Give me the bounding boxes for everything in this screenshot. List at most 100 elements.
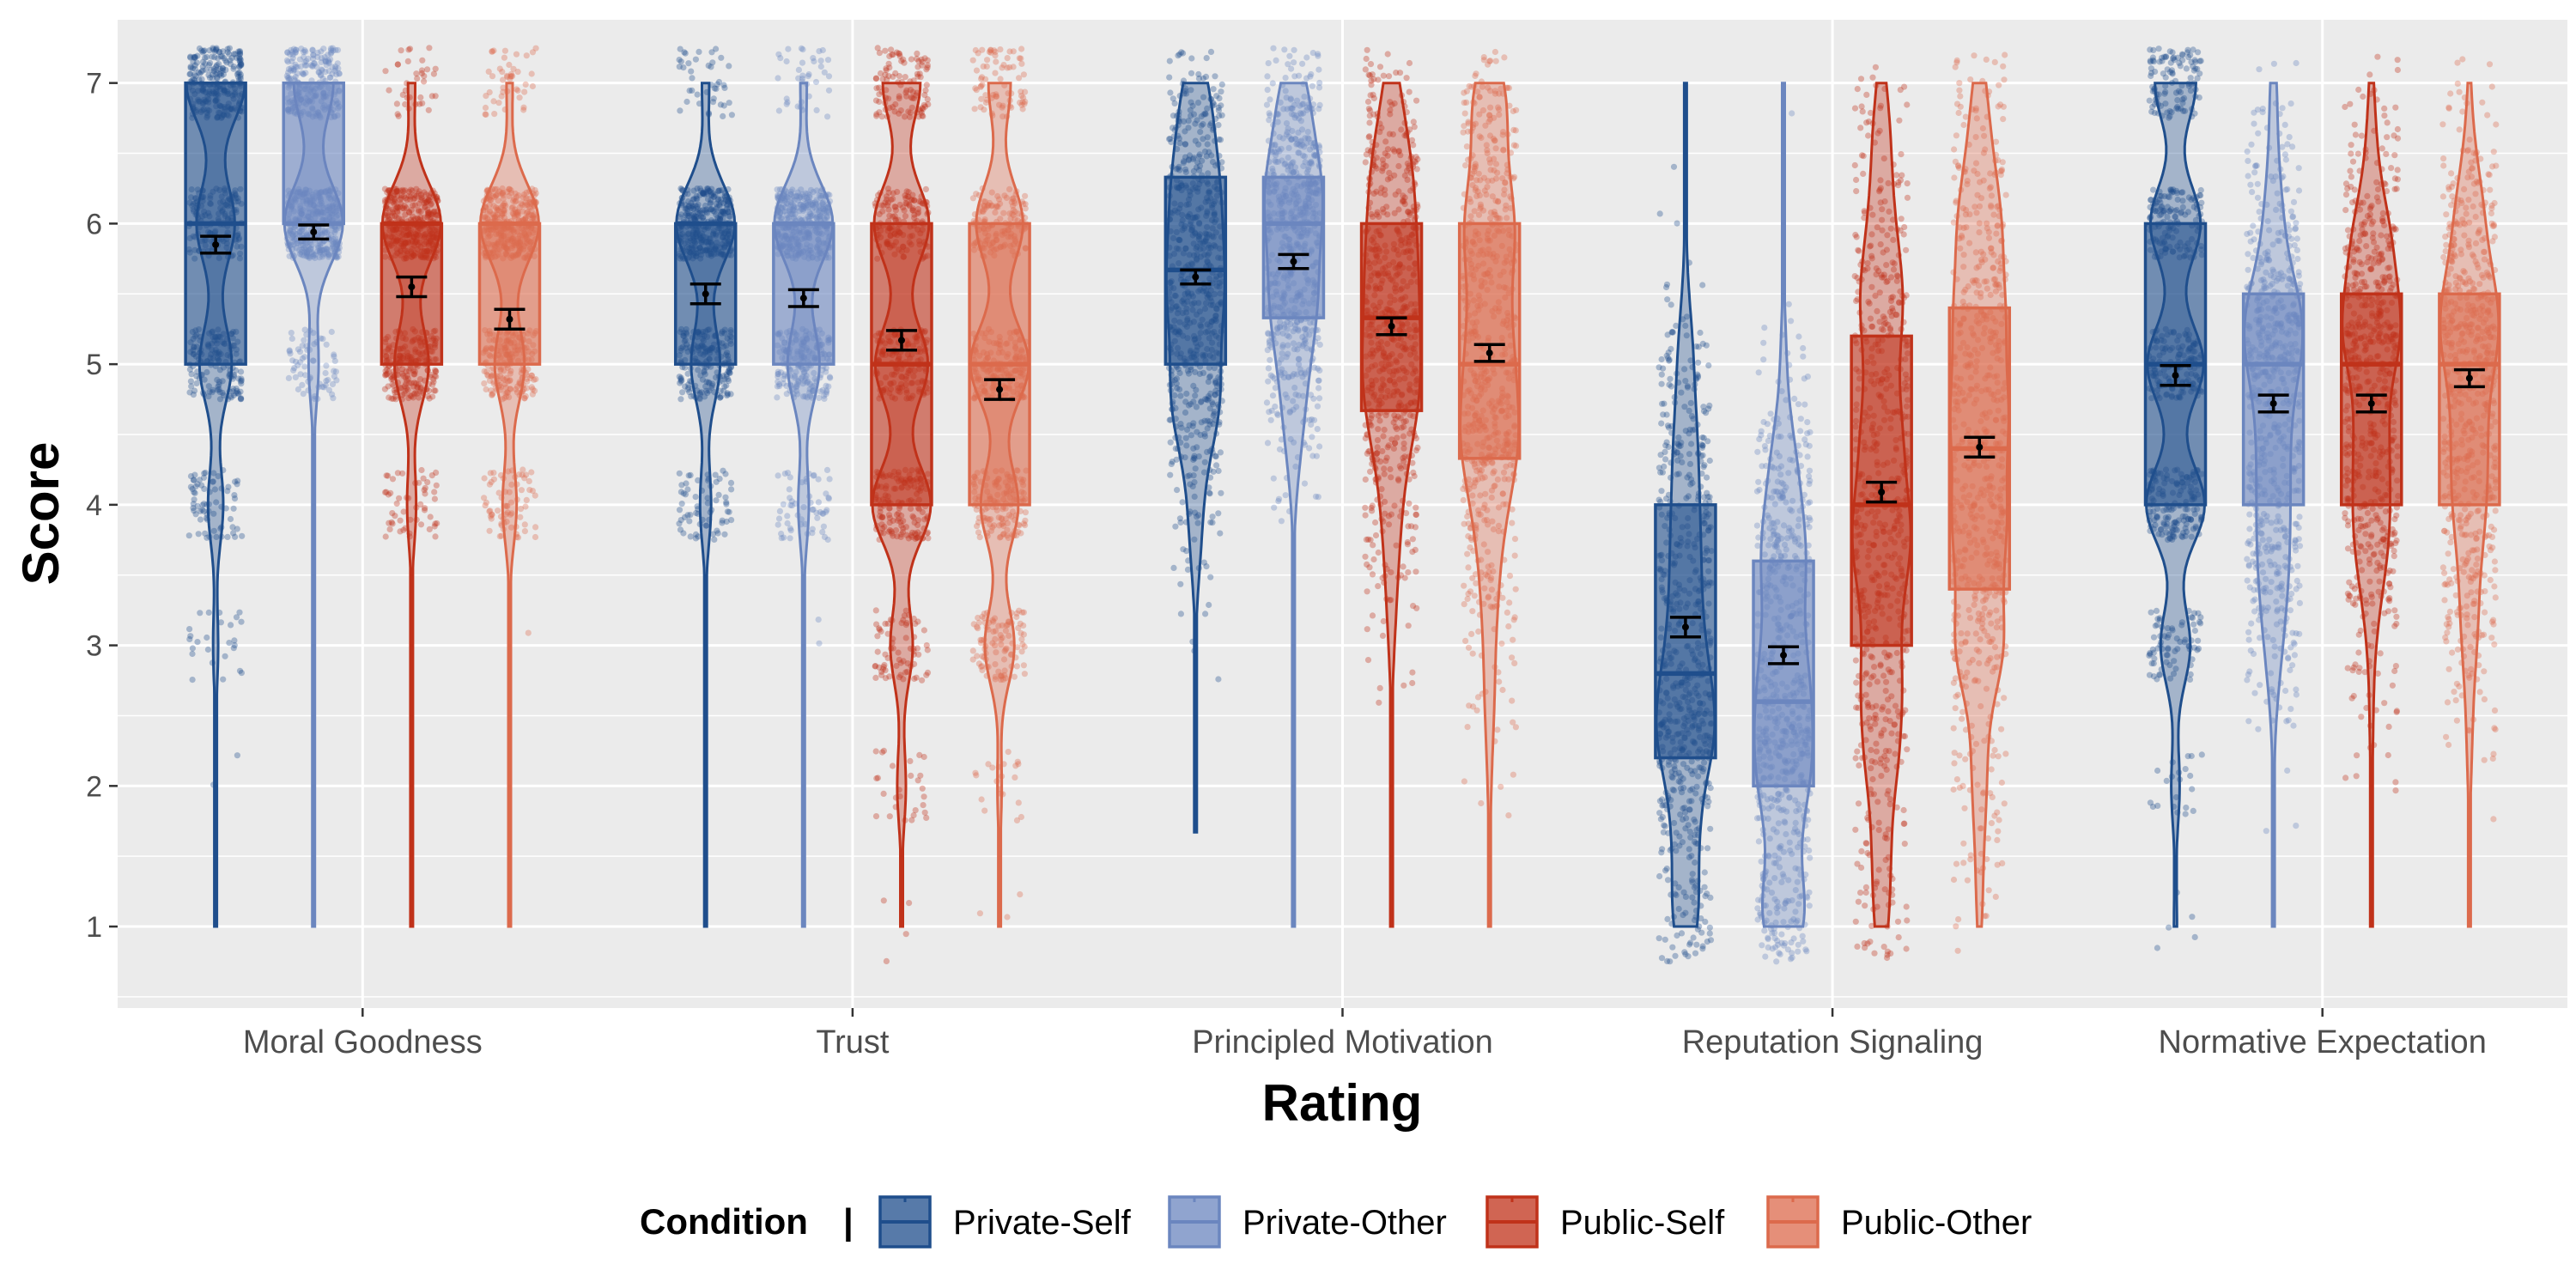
data-point [714, 197, 721, 204]
data-point [727, 364, 735, 371]
data-point [1656, 872, 1663, 880]
data-point [721, 383, 728, 390]
data-point [231, 641, 238, 649]
data-point [1670, 163, 1678, 170]
data-point [189, 650, 196, 658]
data-point [716, 394, 724, 401]
data-point [213, 499, 220, 506]
data-point [296, 56, 303, 63]
data-point [696, 210, 704, 216]
data-point [693, 509, 700, 517]
data-point [236, 48, 243, 55]
data-point [706, 187, 714, 195]
data-point [203, 66, 210, 73]
data-point [678, 501, 685, 507]
data-point [218, 72, 225, 79]
data-point [720, 214, 726, 221]
data-point [237, 388, 244, 395]
data-point [1188, 70, 1195, 76]
data-point [323, 362, 330, 369]
data-point [687, 533, 694, 540]
data-point [713, 200, 720, 207]
data-point [695, 367, 702, 374]
data-point [725, 391, 732, 398]
data-point [705, 62, 712, 69]
data-point [191, 507, 197, 514]
data-point [226, 45, 233, 52]
data-point [2177, 63, 2184, 70]
data-point [233, 54, 240, 61]
data-point [195, 531, 202, 538]
data-point [1704, 939, 1710, 945]
data-point [238, 377, 245, 384]
data-point [1665, 424, 1673, 431]
data-point [676, 57, 683, 64]
data-point [1659, 400, 1666, 407]
data-point [784, 99, 791, 106]
data-point [720, 82, 727, 88]
data-point [677, 517, 684, 524]
data-point [1269, 392, 1277, 399]
data-point [716, 202, 723, 210]
data-point [1668, 345, 1674, 352]
data-point [680, 64, 687, 71]
data-point [193, 380, 200, 387]
data-point [301, 363, 308, 370]
data-point [191, 65, 198, 72]
data-point [705, 379, 712, 386]
data-point [726, 365, 732, 372]
data-point [714, 530, 721, 537]
data-point [700, 190, 707, 197]
data-point [809, 526, 816, 532]
data-point [700, 190, 707, 197]
data-point [236, 58, 243, 65]
data-point [191, 62, 198, 69]
data-point [690, 211, 696, 218]
data-point [1206, 490, 1213, 497]
data-point [2154, 945, 2160, 951]
data-point [1210, 468, 1217, 475]
data-point [210, 45, 216, 52]
data-point [202, 469, 209, 477]
data-point [725, 378, 732, 385]
data-point [217, 619, 224, 626]
data-point [820, 523, 828, 530]
data-point [693, 214, 700, 221]
data-point [696, 391, 704, 398]
data-point [216, 381, 222, 388]
data-point [334, 60, 341, 67]
data-point [815, 499, 823, 506]
data-point [299, 381, 306, 388]
data-point [826, 374, 834, 380]
data-point [726, 369, 733, 376]
data-point [695, 477, 702, 484]
data-point [708, 191, 715, 198]
data-point [713, 85, 720, 92]
data-point [718, 196, 725, 203]
data-point [1703, 410, 1710, 416]
data-point [1176, 515, 1183, 522]
data-point [206, 388, 213, 395]
data-point [292, 374, 299, 380]
data-point [213, 66, 220, 73]
data-point [677, 526, 684, 533]
data-point [2187, 75, 2194, 82]
data-point [704, 495, 711, 501]
data-point [816, 48, 823, 55]
data-point [815, 617, 822, 623]
data-point [1299, 60, 1306, 67]
data-point [200, 507, 207, 515]
data-point [1693, 941, 1700, 948]
data-point [213, 64, 220, 70]
data-point [201, 470, 208, 477]
data-point [229, 388, 236, 395]
data-point [720, 102, 727, 109]
data-point [721, 84, 728, 91]
data-point [707, 206, 714, 213]
data-point [684, 386, 691, 393]
data-point [2183, 805, 2190, 811]
data-point [235, 48, 242, 55]
data-point [1668, 301, 1674, 308]
data-point [205, 609, 212, 617]
data-point [187, 64, 194, 70]
